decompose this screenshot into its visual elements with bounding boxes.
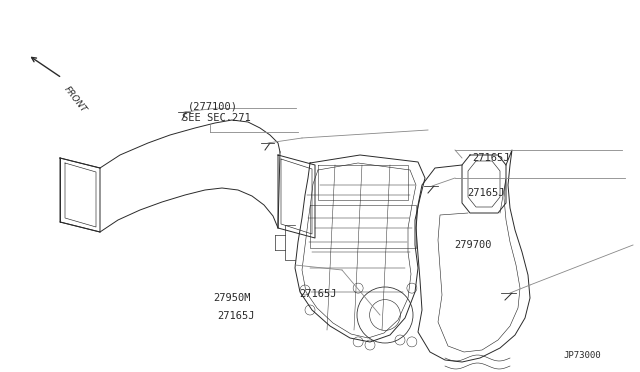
Text: 27165J: 27165J (467, 189, 505, 198)
Text: JP73000: JP73000 (563, 350, 600, 359)
Text: 27165J: 27165J (218, 311, 255, 321)
Text: SEE SEC.271: SEE SEC.271 (182, 113, 251, 123)
Text: 279700: 279700 (454, 240, 492, 250)
Text: (277100): (277100) (188, 101, 237, 111)
Text: 27950M: 27950M (213, 293, 251, 302)
Text: 27165J: 27165J (300, 289, 337, 299)
Text: FRONT: FRONT (62, 85, 88, 115)
Text: 27165J: 27165J (472, 153, 510, 163)
